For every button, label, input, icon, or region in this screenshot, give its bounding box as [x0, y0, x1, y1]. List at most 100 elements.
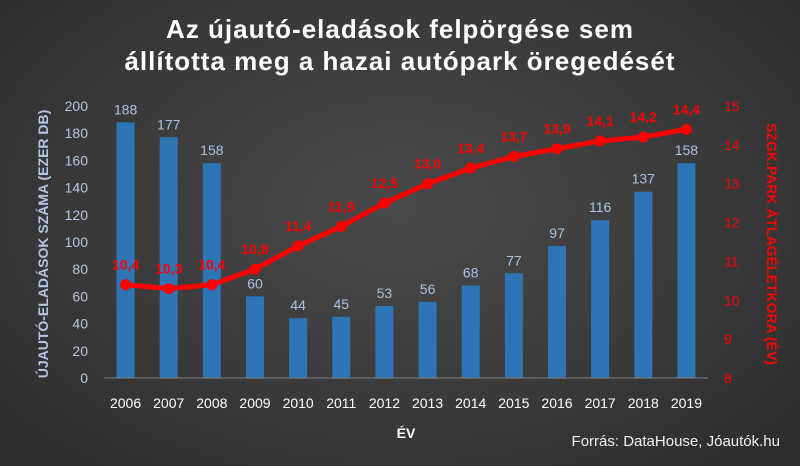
- x-tick-label-2016: 2016: [541, 395, 572, 411]
- bar-label-2011: 45: [333, 296, 349, 312]
- right-tick-label: 12: [724, 215, 740, 231]
- line-label-2013: 13,0: [414, 156, 441, 172]
- bar-2014: [461, 285, 480, 378]
- line-layer: [120, 123, 692, 295]
- right-tick-label: 13: [724, 176, 740, 192]
- bar-label-2006: 188: [114, 101, 138, 117]
- left-axis-title: ÚJAUTÓ-ELADÁSOK SZÁMA (EZER DB): [34, 110, 51, 379]
- line-label-2006: 10,4: [112, 257, 139, 273]
- line-label-2018: 14,2: [630, 109, 657, 125]
- bar-2015: [504, 273, 523, 378]
- chart-title-line-1: Az újautó-eladások felpörgése sem: [166, 14, 634, 44]
- line-point-2007: [163, 283, 175, 295]
- bar-2018: [634, 191, 653, 378]
- bar-2006: [116, 122, 135, 378]
- line-point-2012: [378, 197, 390, 209]
- line-label-2012: 12,5: [371, 175, 398, 191]
- x-tick-label-2006: 2006: [110, 395, 141, 411]
- bar-labels-layer: 188 177 158 60 44 45 53 56 68 77 97 116 137 158: [114, 101, 698, 313]
- line-point-2019: [680, 123, 692, 135]
- left-tick-label: 140: [65, 180, 89, 196]
- x-tick-label-2008: 2008: [196, 395, 227, 411]
- left-tick-label: 80: [72, 261, 88, 277]
- x-tick-label-2009: 2009: [239, 395, 270, 411]
- bar-label-2013: 56: [420, 281, 436, 297]
- x-tick-label-2015: 2015: [498, 395, 529, 411]
- line-point-2006: [120, 279, 132, 291]
- bar-label-2016: 97: [549, 225, 565, 241]
- bar-label-2019: 158: [675, 142, 699, 158]
- line-point-2017: [594, 135, 606, 147]
- bar-label-2007: 177: [157, 116, 181, 132]
- x-tick-label-2014: 2014: [455, 395, 486, 411]
- line-label-2015: 13,7: [500, 129, 527, 145]
- left-tick-label: 60: [72, 288, 88, 304]
- line-label-2009: 10,8: [241, 241, 268, 257]
- left-tick-label: 200: [65, 98, 89, 114]
- bars-layer: [116, 122, 696, 378]
- bar-2019: [677, 163, 696, 378]
- chart-title-line-2: állította meg a hazai autópark öregedésé…: [124, 46, 676, 76]
- right-axis-title: SZGK.PARK ÁTLAGÉLETKORA (ÉV): [764, 123, 780, 365]
- right-axis: 8 9 10 11 12 13 14 15: [724, 98, 740, 386]
- line-label-2014: 13,4: [457, 140, 484, 156]
- x-axis-title: ÉV: [397, 425, 416, 441]
- source-note: Forrás: DataHouse, Jóautók.hu: [571, 433, 780, 450]
- bar-label-2017: 116: [589, 199, 612, 215]
- line-label-2008: 10,4: [198, 257, 225, 273]
- line-point-2015: [508, 151, 520, 163]
- bar-2012: [375, 305, 394, 378]
- x-tick-label-2012: 2012: [369, 395, 400, 411]
- left-tick-label: 160: [65, 152, 89, 168]
- bar-label-2015: 77: [506, 252, 522, 268]
- left-tick-label: 0: [80, 370, 88, 386]
- bar-label-2018: 137: [632, 171, 656, 187]
- left-tick-label: 180: [65, 125, 89, 141]
- left-axis: 0 20 40 60 80 100 120 140 160 180 200: [65, 98, 89, 386]
- line-point-2010: [292, 240, 304, 252]
- line-point-2011: [335, 220, 347, 232]
- x-tick-label-2019: 2019: [671, 395, 702, 411]
- line-point-2008: [206, 279, 218, 291]
- left-tick-label: 120: [65, 207, 89, 223]
- line-label-2019: 14,4: [673, 101, 700, 117]
- right-tick-label: 14: [724, 137, 740, 153]
- line-label-2017: 14,1: [587, 113, 614, 129]
- bar-label-2008: 158: [200, 142, 224, 158]
- bar-2017: [591, 220, 610, 378]
- line-label-2016: 13,9: [543, 121, 570, 137]
- bar-2009: [246, 296, 264, 378]
- bar-label-2012: 53: [377, 285, 393, 301]
- line-labels-layer: 10,4 10,3 10,4 10,8 11,4 11,9 12,5 13,0 13,4 13,7…: [112, 101, 700, 276]
- x-tick-label-2011: 2011: [326, 395, 356, 411]
- x-tick-label-2010: 2010: [283, 395, 314, 411]
- left-tick-label: 20: [72, 343, 88, 359]
- line-point-2009: [249, 263, 261, 275]
- x-tick-label-2017: 2017: [585, 395, 616, 411]
- line-point-2013: [422, 178, 434, 190]
- line-point-2016: [551, 143, 563, 155]
- line-label-2010: 11,4: [285, 218, 312, 234]
- right-tick-label: 8: [724, 370, 732, 386]
- bar-2007: [159, 137, 178, 378]
- right-tick-label: 11: [724, 253, 739, 269]
- bar-2013: [418, 301, 437, 378]
- bar-label-2010: 44: [290, 297, 306, 313]
- left-tick-label: 100: [65, 234, 89, 250]
- line-label-2011: 11,9: [328, 198, 355, 214]
- left-tick-label: 40: [72, 316, 88, 332]
- age-series-line: [123, 126, 689, 292]
- bar-2010: [289, 318, 308, 378]
- bar-label-2014: 68: [463, 265, 479, 281]
- line-point-2018: [637, 131, 649, 143]
- x-tick-label-2013: 2013: [412, 395, 443, 411]
- right-tick-label: 10: [724, 292, 740, 308]
- x-axis: 2006 2007 2008 2009 2010 2011 2012 2013 2014 2015…: [104, 377, 708, 411]
- line-label-2007: 10,3: [155, 261, 182, 277]
- bar-2008: [202, 163, 221, 378]
- right-tick-label: 9: [724, 331, 732, 347]
- right-tick-label: 15: [724, 98, 740, 114]
- bar-label-2009: 60: [247, 275, 263, 291]
- x-tick-label-2007: 2007: [153, 395, 184, 411]
